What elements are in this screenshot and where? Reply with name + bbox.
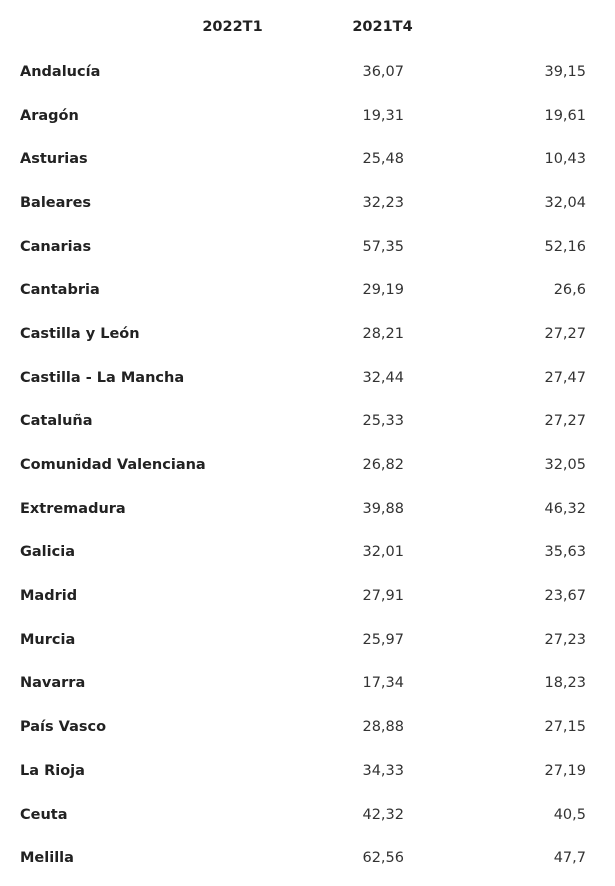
value-2021t4: 27,47	[544, 369, 586, 386]
value-2021t4: 27,27	[544, 325, 586, 342]
region-name: Murcia	[20, 631, 76, 648]
region-name: Comunidad Valenciana	[20, 457, 206, 474]
table-row: Canarias 57,35 52,16	[0, 225, 615, 269]
value-2022t1: 28,21	[362, 325, 404, 342]
table-row: Comunidad Valenciana 26,82 32,05	[0, 443, 615, 487]
value-2022t1: 32,23	[362, 194, 404, 211]
table-row: Ceuta 42,32 40,5	[0, 793, 615, 837]
table-row: Galicia 32,01 35,63	[0, 531, 615, 575]
table-row: Castilla y León 28,21 27,27	[0, 312, 615, 356]
value-2021t4: 40,5	[553, 806, 586, 823]
value-2021t4: 27,23	[544, 631, 586, 648]
region-name: Galicia	[20, 544, 75, 561]
region-name: Melilla	[20, 850, 74, 867]
region-name: Cantabria	[20, 282, 100, 299]
value-2021t4: 19,61	[544, 107, 586, 124]
value-2022t1: 26,82	[362, 457, 404, 474]
column-header-2022t1: 2022T1	[202, 19, 263, 35]
table-row: Navarra 17,34 18,23	[0, 662, 615, 706]
table-row: La Rioja 34,33 27,19	[0, 749, 615, 793]
value-2021t4: 27,15	[544, 719, 586, 736]
table-row: Madrid 27,91 23,67	[0, 574, 615, 618]
table-row: Murcia 25,97 27,23	[0, 618, 615, 662]
table-row: Castilla - La Mancha 32,44 27,47	[0, 356, 615, 400]
value-2022t1: 39,88	[362, 500, 404, 517]
value-2022t1: 28,88	[362, 719, 404, 736]
table-row: Cantabria 29,19 26,6	[0, 268, 615, 312]
value-2021t4: 52,16	[544, 238, 586, 255]
value-2022t1: 36,07	[362, 63, 404, 80]
column-header-2021t4: 2021T4	[352, 19, 413, 35]
value-2021t4: 39,15	[544, 63, 586, 80]
value-2021t4: 18,23	[544, 675, 586, 692]
value-2021t4: 32,04	[544, 194, 586, 211]
table-row: País Vasco 28,88 27,15	[0, 705, 615, 749]
region-name: Madrid	[20, 588, 78, 605]
region-name: La Rioja	[20, 762, 85, 779]
table-row: Melilla 62,56 47,7	[0, 836, 615, 880]
value-2022t1: 19,31	[362, 107, 404, 124]
value-2022t1: 32,44	[362, 369, 404, 386]
table-row: Baleares 32,23 32,04	[0, 181, 615, 225]
table-row: Asturias 25,48 10,43	[0, 137, 615, 181]
region-name: Extremadura	[20, 500, 126, 517]
region-name: Castilla - La Mancha	[20, 369, 185, 386]
region-name: País Vasco	[20, 719, 107, 736]
value-2022t1: 27,91	[362, 588, 404, 605]
table-header: 2022T1 2021T4	[0, 0, 615, 50]
table-row: Aragón 19,31 19,61	[0, 94, 615, 138]
value-2021t4: 10,43	[544, 151, 586, 168]
region-name: Aragón	[20, 107, 79, 124]
table-row: Andalucía 36,07 39,15	[0, 50, 615, 94]
value-2021t4: 23,67	[544, 588, 586, 605]
value-2022t1: 32,01	[362, 544, 404, 561]
value-2021t4: 35,63	[544, 544, 586, 561]
region-name: Castilla y León	[20, 325, 140, 342]
value-2021t4: 46,32	[544, 500, 586, 517]
value-2022t1: 34,33	[362, 762, 404, 779]
value-2021t4: 47,7	[553, 850, 586, 867]
region-name: Canarias	[20, 238, 92, 255]
region-name: Asturias	[20, 151, 88, 168]
value-2021t4: 26,6	[553, 282, 586, 299]
value-2022t1: 25,48	[362, 151, 404, 168]
table-row: Extremadura 39,88 46,32	[0, 487, 615, 531]
value-2022t1: 42,32	[362, 806, 404, 823]
value-2022t1: 62,56	[362, 850, 404, 867]
value-2021t4: 27,19	[544, 762, 586, 779]
value-2021t4: 27,27	[544, 413, 586, 430]
value-2022t1: 25,97	[362, 631, 404, 648]
region-name: Navarra	[20, 675, 86, 692]
table-row: Cataluña 25,33 27,27	[0, 400, 615, 444]
region-name: Cataluña	[20, 413, 93, 430]
value-2022t1: 17,34	[362, 675, 404, 692]
value-2021t4: 32,05	[544, 457, 586, 474]
value-2022t1: 57,35	[362, 238, 404, 255]
region-name: Ceuta	[20, 806, 68, 823]
region-name: Baleares	[20, 194, 92, 211]
value-2022t1: 25,33	[362, 413, 404, 430]
region-name: Andalucía	[20, 63, 101, 80]
value-2022t1: 29,19	[362, 282, 404, 299]
